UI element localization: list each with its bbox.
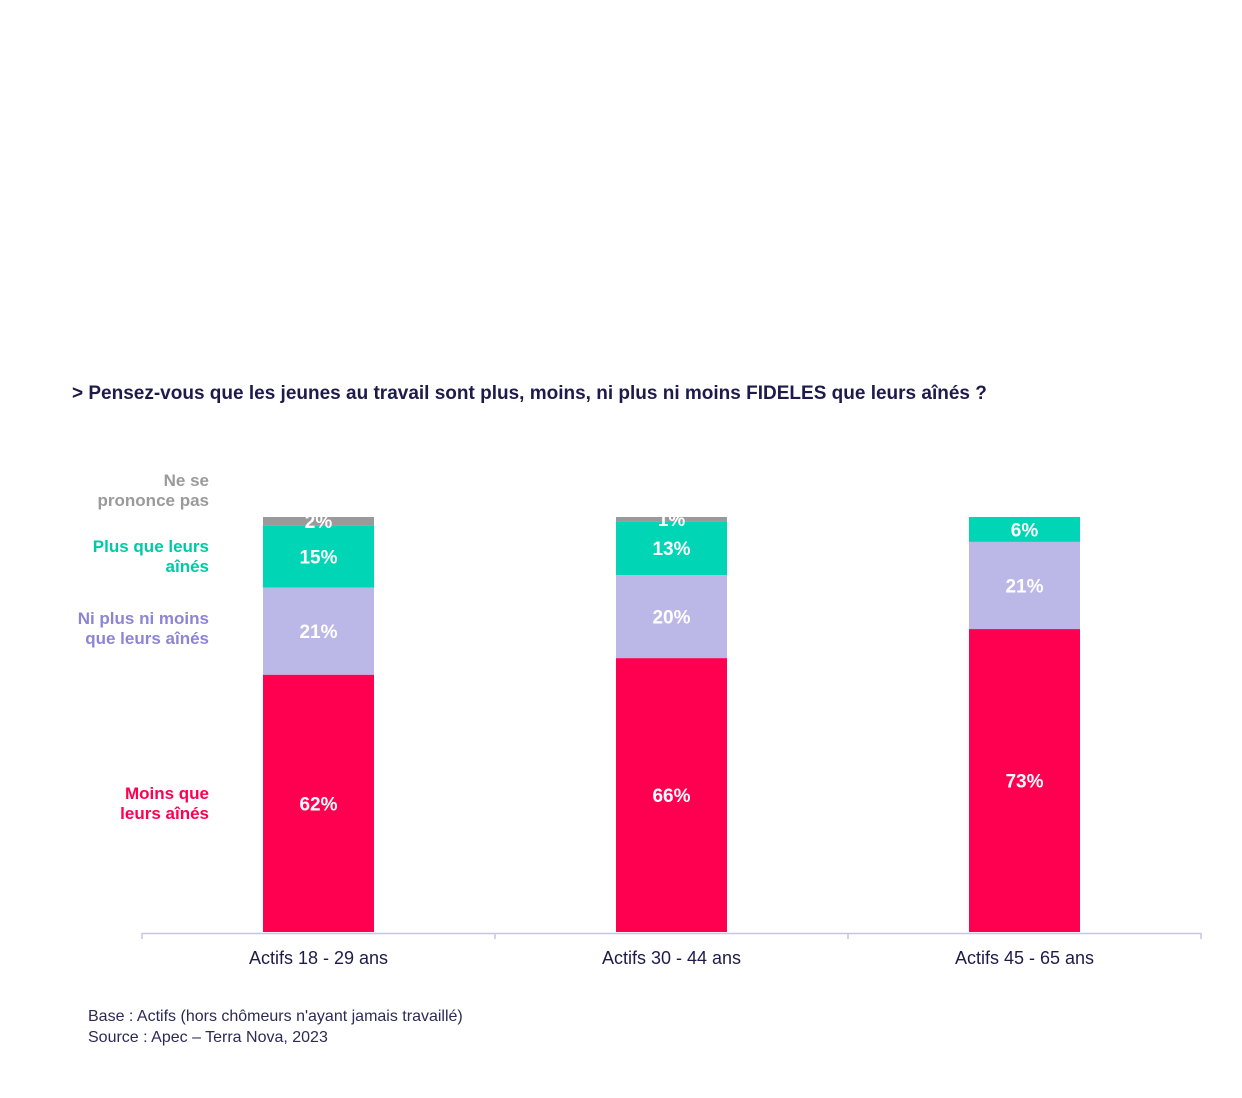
bar-segment (263, 525, 374, 588)
legend-label: Ni plus ni moins (78, 609, 209, 628)
data-label: 73% (1005, 772, 1043, 793)
legend-label: que leurs aînés (85, 629, 209, 648)
data-label: 13% (652, 539, 690, 560)
bar-segment (616, 521, 727, 576)
base-note: Base : Actifs (hors chômeurs n'ayant jam… (88, 1008, 463, 1025)
data-label: 1% (658, 510, 686, 531)
source-note: Source : Apec – Terra Nova, 2023 (88, 1029, 328, 1046)
legend-label: prononce pas (98, 491, 209, 510)
data-label: 62% (299, 794, 337, 815)
bar-segment (616, 658, 727, 932)
legend-label: aînés (166, 557, 209, 576)
data-label: 2% (305, 512, 333, 533)
data-label: 66% (652, 786, 690, 807)
bar-segment (969, 629, 1080, 932)
x-axis: Actifs 18 - 29 ans Actifs 30 - 44 ans Acti… (141, 932, 1202, 968)
legend-label: Plus que leurs (93, 537, 209, 556)
bar-segment (263, 587, 374, 675)
x-tick-label: Actifs 18 - 29 ans (249, 948, 388, 968)
bar-segment (969, 517, 1080, 542)
data-label: 21% (1005, 576, 1043, 597)
chart-question-title: > Pensez-vous que les jeunes au travail … (72, 383, 987, 404)
data-label: 21% (299, 622, 337, 643)
bar-segment (263, 517, 374, 526)
data-label: 15% (299, 547, 337, 568)
chart-footer: Base : Actifs (hors chômeurs n'ayant jam… (88, 1006, 463, 1048)
x-tick-label: Actifs 45 - 65 ans (955, 948, 1094, 968)
legend-label: Moins que (125, 784, 209, 803)
bar-segment (616, 575, 727, 659)
bars-group: 62% 21% 15% 2% 66% 20% 13% 1% 73% 21% 6% (263, 510, 1080, 932)
bar-segment (616, 517, 727, 522)
bar-segment (263, 674, 374, 932)
data-label: 6% (1011, 520, 1039, 541)
x-tick-label: Actifs 30 - 44 ans (602, 948, 741, 968)
bar-segment (969, 541, 1080, 630)
data-label: 20% (652, 608, 690, 629)
legend-label: Ne se (164, 471, 209, 490)
legend-label: leurs aînés (120, 804, 209, 823)
